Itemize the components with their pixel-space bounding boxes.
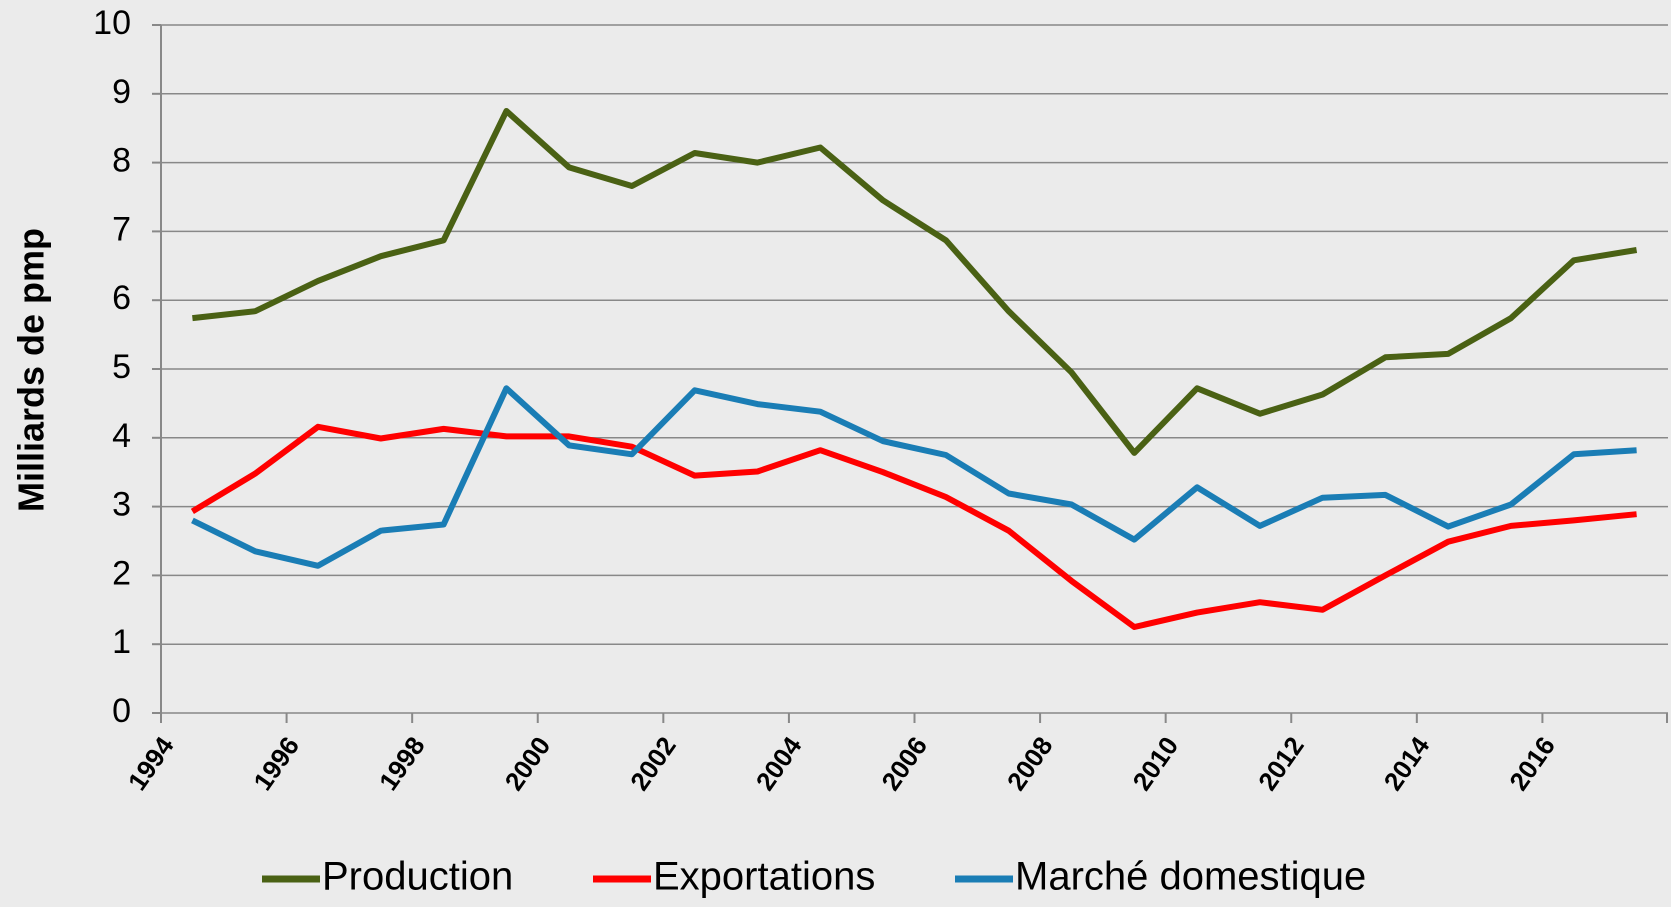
legend-label: Marché domestique — [1015, 855, 1366, 899]
line — [192, 388, 1636, 566]
x-tick-label: 2014 — [1378, 731, 1436, 796]
y-tick-label: 1 — [112, 623, 131, 661]
x-tick-label: 2010 — [1126, 731, 1184, 796]
chart: Milliards de pmp 0 1 2 3 4 5 6 7 8 9 10 1994 1996 199… — [0, 0, 1671, 907]
y-tick-label: 10 — [93, 4, 131, 42]
x-tick-label: 1994 — [122, 731, 180, 796]
y-tick-label: 5 — [112, 348, 131, 386]
legend-label: Exportations — [653, 855, 875, 899]
x-tick-label: 2004 — [750, 731, 808, 796]
x-tick-label: 2012 — [1252, 731, 1310, 796]
x-tick-label: 2002 — [624, 731, 682, 796]
y-tick-label: 2 — [112, 554, 131, 592]
x-tick-label: 2000 — [499, 731, 557, 796]
y-tick-label: 7 — [112, 210, 131, 248]
x-tick-label: 2006 — [875, 731, 933, 796]
x-tick-label: 2016 — [1503, 731, 1561, 796]
x-tick-label: 1998 — [373, 731, 431, 796]
y-tick-label: 4 — [112, 417, 131, 455]
y-tick-label: 8 — [112, 142, 131, 180]
y-tick-label: 3 — [112, 486, 131, 524]
legend-label: Production — [322, 855, 513, 899]
y-tick-label: 6 — [112, 279, 131, 317]
x-tick-label: 2008 — [1001, 731, 1059, 796]
y-tick-label: 9 — [112, 73, 131, 111]
y-tick-label: 0 — [112, 692, 131, 730]
x-tick-label: 1996 — [247, 731, 305, 796]
y-axis-title: Milliards de pmp — [11, 228, 52, 512]
